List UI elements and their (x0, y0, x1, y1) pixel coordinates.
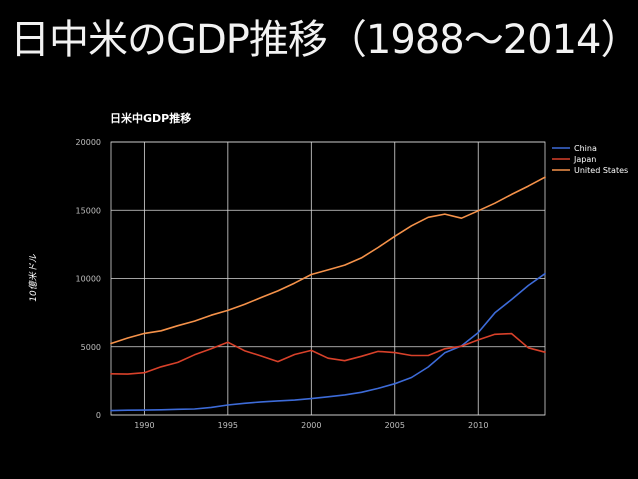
slide-title: 日中米のGDP推移（1988～2014） (10, 17, 638, 63)
x-axis-ticks: 1990 1995 2000 2005 2010 (134, 421, 488, 430)
x-tick-label: 2005 (385, 421, 405, 430)
x-tick-label: 1995 (218, 421, 238, 430)
series-lines (110, 176, 546, 412)
grid (110, 141, 546, 416)
x-tick-label: 2000 (301, 421, 321, 430)
chart-title: 日米中GDP推移 (110, 111, 191, 125)
y-tick-label: 20000 (76, 138, 101, 147)
x-tick-label: 1990 (134, 421, 154, 430)
legend-label-japan: Japan (573, 155, 596, 164)
y-tick-label: 15000 (76, 206, 101, 215)
series-line-japan (110, 332, 546, 375)
y-tick-label: 10000 (76, 275, 101, 284)
y-axis-ticks: 0 5000 10000 15000 20000 (76, 138, 101, 420)
y-tick-label: 0 (96, 411, 101, 420)
y-axis-label: 10億米ドル (28, 253, 39, 301)
series-line-united-states (110, 176, 546, 345)
legend-label-china: China (574, 144, 597, 153)
series-line-china (110, 272, 546, 412)
x-tick-label: 2010 (468, 421, 488, 430)
legend-label-united-states: United States (574, 166, 628, 175)
y-tick-label: 5000 (81, 343, 101, 352)
legend: China Japan United States (552, 144, 628, 175)
